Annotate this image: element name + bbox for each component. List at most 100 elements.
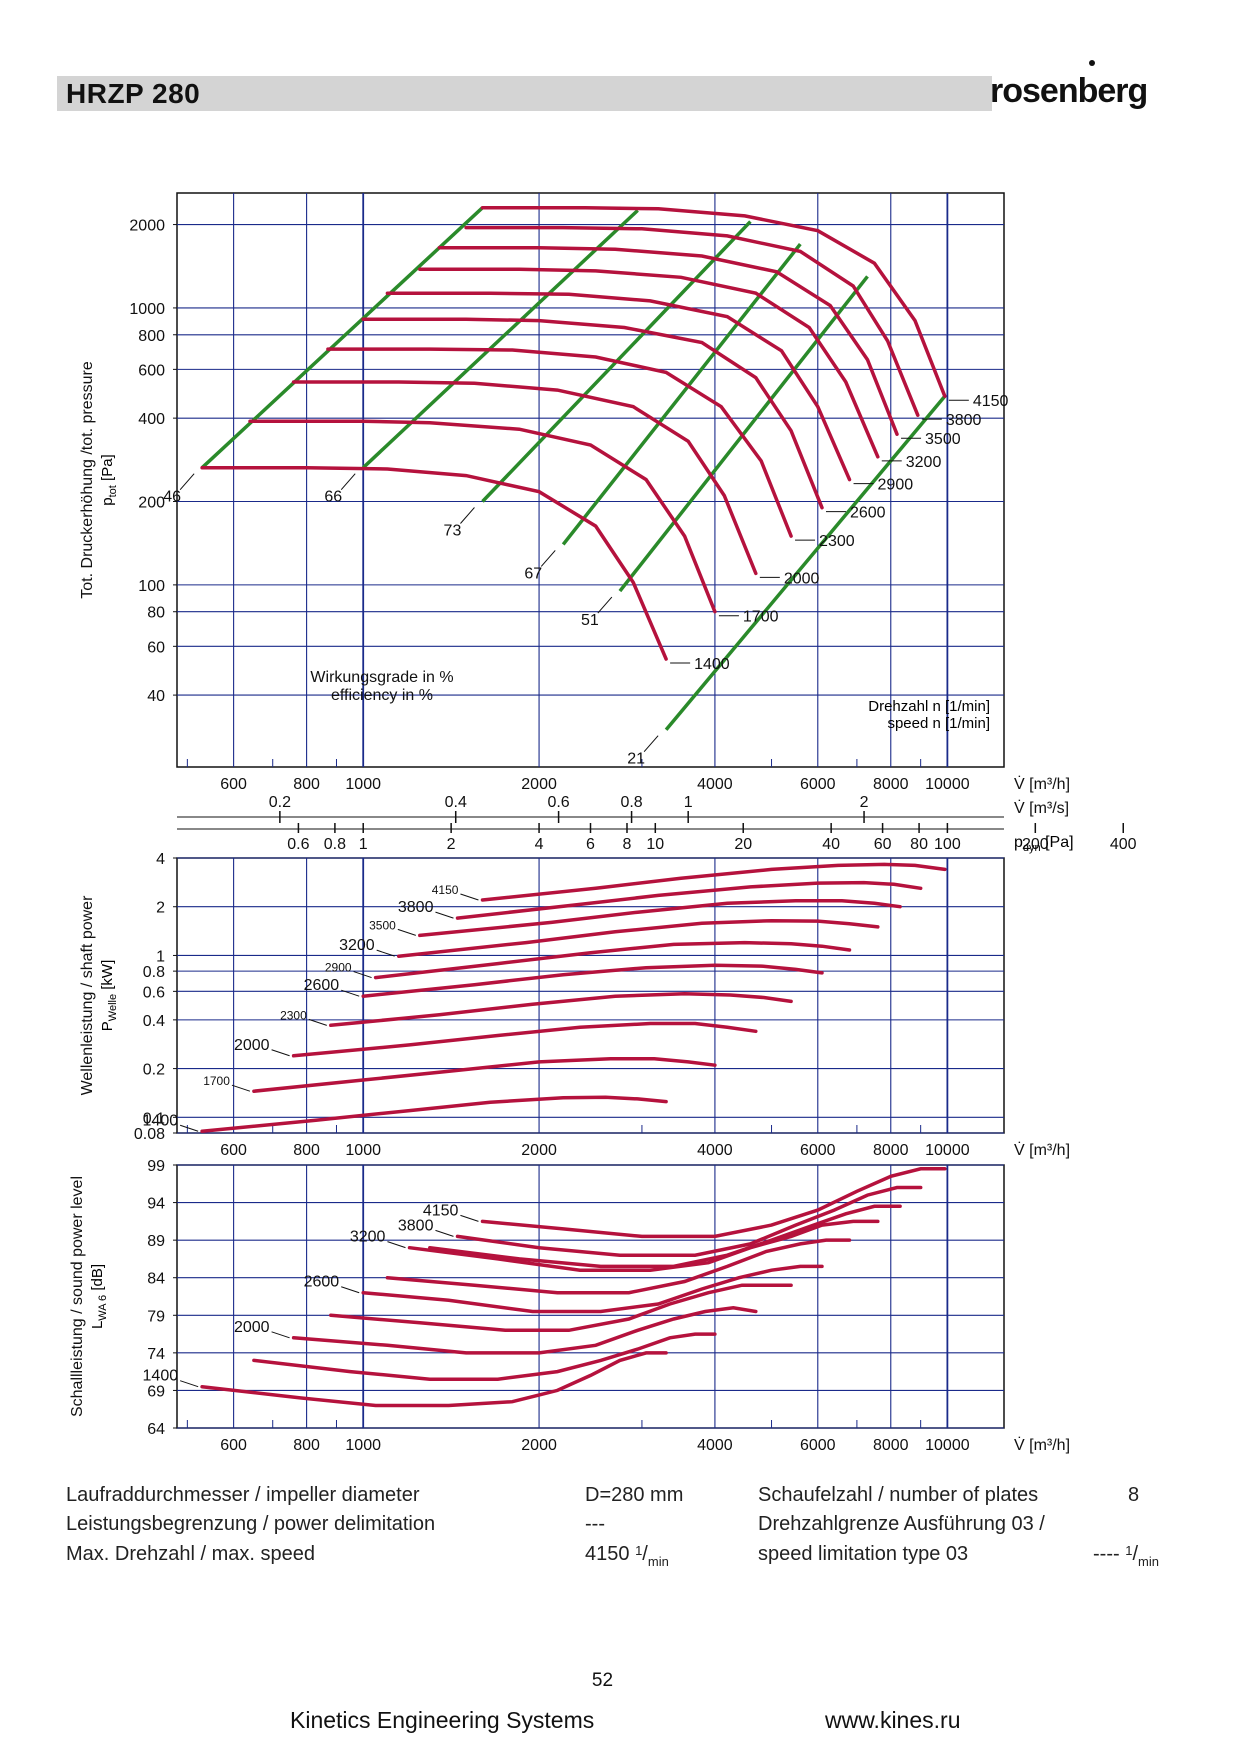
pressure-ylabel-subscript: tot [107, 485, 119, 497]
pressure-curve-2900 [385, 291, 852, 482]
sound-power-curve-4150 [480, 1167, 947, 1239]
spec-power-value: --- [585, 1513, 605, 1535]
sound-power-ylabel-symbol: LWA 6 [dB] [89, 1264, 109, 1329]
m3s-tick-label: 0.6 [547, 794, 569, 811]
pressure-curve-3500 [437, 245, 899, 436]
efficiency-line-66 [362, 209, 639, 469]
shaft-power-ylabel-symbol: PWelle [kW] [99, 960, 119, 1032]
pdyn-tick-label: 20 [734, 836, 752, 853]
shaft-power-speed-label-3800: 3800 [398, 899, 434, 916]
pressure-speed-label-1700: 1700 [743, 609, 779, 626]
m3s-tick-label: 0.4 [445, 794, 467, 811]
m3s-tick-label: 0.8 [620, 794, 642, 811]
efficiency-annotation-de: Wirkungsgrade in % [310, 669, 453, 686]
pdyn-tick-label: 0.8 [324, 836, 346, 853]
shaft-power-curve-3800 [455, 880, 923, 920]
shaft-power-curve-2000 [291, 1021, 758, 1058]
footer-website: www.kines.ru [825, 1707, 961, 1733]
pdyn-tick-label: 8 [623, 836, 632, 853]
spec-limit-value: ---- 1/min [1093, 1543, 1159, 1569]
spec-plates-label: Schaufelzahl / number of plates [758, 1484, 1039, 1506]
pdyn-tick-label: 4 [535, 836, 544, 853]
shaft-power-y-tick-label: 2 [156, 900, 165, 917]
pressure-speed-label-2900: 2900 [878, 477, 914, 494]
pressure-x-axis-label-m3h: V̇ [m³/h] [1014, 775, 1070, 793]
shaft-power-speed-label-2300: 2300 [280, 1008, 307, 1022]
pressure-curve-2300 [326, 347, 793, 538]
sound-power-curve-1400 [200, 1351, 668, 1408]
shaft-power-curve-3200 [396, 918, 880, 958]
efficiency-annotation-en: efficiency in % [331, 687, 433, 704]
pdyn-axis-subscript: dyn [1023, 842, 1041, 854]
spec-limit-label-2: speed limitation type 03 [758, 1543, 969, 1565]
sound-power-y-tick-label: 64 [147, 1421, 165, 1438]
sound-power-curve-2300 [329, 1283, 793, 1333]
shaft-power-curve-2600 [361, 963, 824, 998]
shaft-power-y-tick-label: 0.1 [143, 1110, 165, 1127]
shaft-power-speed-leader [308, 1018, 327, 1026]
shaft-power-x-tick-label: 8000 [873, 1142, 909, 1159]
sound-power-speed-label-4150: 4150 [423, 1202, 459, 1219]
shaft-power-y-tick-label: 0.2 [143, 1062, 165, 1079]
pdyn-tick-label: 80 [910, 836, 928, 853]
pdyn-tick-label: 40 [822, 836, 840, 853]
pdyn-tick-label: 0.6 [287, 836, 309, 853]
footer-company: Kinetics Engineering Systems [290, 1707, 595, 1733]
efficiency-leader [643, 735, 659, 753]
spec-speed-unit-den: min [647, 1554, 669, 1569]
pressure-curve-2000 [291, 380, 758, 576]
efficiency-leader [340, 473, 356, 490]
sound-power-curve-2000 [291, 1306, 758, 1355]
sound-power-curve-2900 [385, 1238, 852, 1295]
spec-speed-unit-num: 1 [635, 1543, 643, 1558]
m3s-axis-label: V̇ [m³/s] [1014, 799, 1069, 817]
shaft-power-speed-label-1700: 1700 [203, 1074, 230, 1088]
sound-power-x-tick-label: 4000 [697, 1437, 733, 1454]
pressure-speed-label-3800: 3800 [946, 412, 982, 429]
shaft-power-x-tick-label: 4000 [697, 1142, 733, 1159]
page-title: HRZP 280 [66, 78, 201, 109]
spec-limit-unit-den: min [1138, 1554, 1159, 1569]
pressure-curve-3800 [464, 225, 920, 417]
shaft-power-speed-leader [460, 893, 479, 901]
sound-power-x-tick-label: 8000 [873, 1437, 909, 1454]
shaft-power-x-tick-label: 10000 [925, 1142, 970, 1159]
sound-power-speed-label-2000: 2000 [234, 1319, 270, 1336]
pressure-y-tick-label: 800 [138, 328, 165, 345]
pressure-curve-1700 [248, 419, 717, 614]
sound-power-x-tick-label: 600 [220, 1437, 247, 1454]
shaft-power-speed-leader [341, 989, 360, 997]
pressure-y-tick-label: 100 [138, 578, 165, 595]
shaft-power-speed-leader [397, 928, 416, 936]
brand-logo: rosenberg [990, 72, 1148, 110]
sound-power-y-tick-label: 94 [147, 1196, 165, 1213]
pressure-speed-label-3500: 3500 [925, 431, 961, 448]
speed-annotation-en: speed n [1/min] [887, 715, 990, 732]
sound-power-curve-2600 [361, 1264, 824, 1314]
sound-power-ylabel-unit: [dB] [89, 1264, 106, 1295]
efficiency-line-51 [618, 275, 869, 593]
pressure-y-tick-label: 60 [147, 639, 165, 656]
shaft-power-frame [176, 857, 1005, 1134]
pdyn-tick-label: 10 [646, 836, 664, 853]
sound-power-x-tick-label: 2000 [521, 1437, 557, 1454]
m3s-tick-label: 2 [860, 794, 869, 811]
sound-power-speed-leader [435, 1229, 454, 1237]
sound-power-ylabel-subscript: WA 6 [97, 1295, 109, 1321]
sound-power-speed-label-3800: 3800 [398, 1217, 434, 1234]
efficiency-line-46 [200, 206, 484, 469]
sound-power-x-tick-label: 800 [293, 1437, 320, 1454]
pressure-frame [176, 192, 1005, 768]
pressure-x-tick-label: 600 [220, 776, 247, 793]
shaft-power-speed-leader [271, 1049, 290, 1057]
pdyn-tick-label: 200 [1022, 836, 1049, 853]
shaft-power-speed-leader [435, 911, 454, 919]
pressure-y-tick-label: 200 [138, 495, 165, 512]
sound-power-speed-label-2600: 2600 [304, 1274, 340, 1291]
pressure-speed-label-2000: 2000 [784, 570, 820, 587]
efficiency-line-21 [664, 395, 947, 731]
pressure-y-tick-label: 1000 [129, 301, 165, 318]
sound-power-y-tick-label: 74 [147, 1346, 165, 1363]
sound-power-y-tick-label: 69 [147, 1383, 165, 1400]
spec-speed-label: Max. Drehzahl / max. speed [66, 1543, 315, 1565]
